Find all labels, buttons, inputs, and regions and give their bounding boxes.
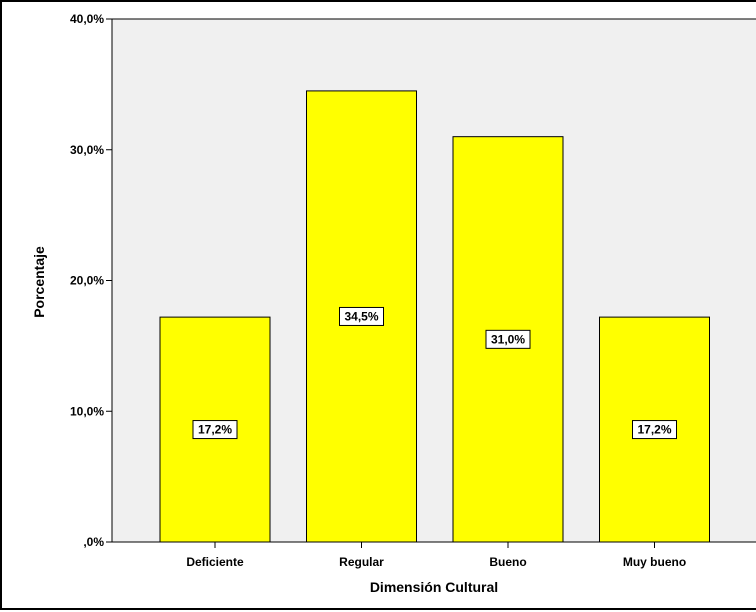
bar <box>159 316 271 543</box>
data-label: 17,2% <box>192 420 238 440</box>
y-tick-label: 40,0% <box>70 12 104 26</box>
x-tick-label: Muy bueno <box>623 555 686 569</box>
data-label-box <box>632 420 677 440</box>
y-tick-label: 30,0% <box>70 143 104 157</box>
x-axis-title: Dimensión Cultural <box>370 579 498 595</box>
y-axis: ,0% 10,0% 20,0% 30,0% 40,0% <box>70 12 112 549</box>
y-tick-label: 20,0% <box>70 274 104 288</box>
data-label: 34,5% <box>339 306 384 326</box>
data-label-box <box>192 420 238 440</box>
bars: 17,2% 34,5% 31,0% 17,2% <box>159 90 710 543</box>
x-axis: Deficiente Regular Bueno Muy bueno <box>186 542 686 569</box>
y-axis-title: Porcentaje <box>31 246 47 318</box>
x-tick-label: Deficiente <box>186 555 244 569</box>
x-tick-label: Regular <box>339 555 384 569</box>
data-label-box <box>339 306 384 326</box>
y-tick-label: ,0% <box>83 535 104 549</box>
data-label-text: 17,2% <box>637 423 671 437</box>
data-label: 31,0% <box>485 329 531 349</box>
data-label-text: 17,2% <box>198 423 232 437</box>
data-label-text: 34,5% <box>344 309 378 323</box>
data-label-text: 31,0% <box>491 332 525 346</box>
x-tick-label: Bueno <box>489 555 526 569</box>
y-tick-label: 10,0% <box>70 404 104 418</box>
data-label-box <box>485 329 531 349</box>
data-label: 17,2% <box>632 420 677 440</box>
